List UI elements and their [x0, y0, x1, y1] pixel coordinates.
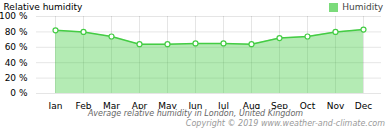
svg-text:Nov: Nov — [327, 101, 345, 109]
svg-text:40 %: 40 % — [5, 58, 28, 68]
svg-text:Aug: Aug — [243, 101, 261, 109]
svg-text:0 %: 0 % — [10, 88, 28, 98]
html-text:Humidity: Humidity — [342, 2, 383, 12]
svg-text:Feb: Feb — [76, 101, 92, 109]
svg-text:Oct: Oct — [300, 101, 316, 109]
svg-text:Mar: Mar — [103, 101, 120, 109]
svg-text:Jun: Jun — [187, 101, 202, 109]
svg-text:Sep: Sep — [271, 101, 288, 109]
svg-text:80 %: 80 % — [5, 27, 28, 37]
svg-text:100 %: 100 % — [0, 11, 28, 21]
svg-text:Jul: Jul — [217, 101, 229, 109]
svg-text:May: May — [158, 101, 177, 109]
svg-text:Apr: Apr — [132, 101, 148, 109]
svg-text:60 %: 60 % — [5, 42, 28, 52]
svg-text:Dec: Dec — [355, 101, 372, 109]
svg-text:Relative humidity: Relative humidity — [4, 2, 84, 12]
svg-text:Jan: Jan — [48, 101, 63, 109]
html-text:Average relative humidity in L: Average relative humidity in London, Uni… — [87, 109, 304, 118]
svg-text:20 %: 20 % — [5, 73, 28, 83]
html-text:Copyright © 2019 www.weather-a: Copyright © 2019 www.weather-and-climate… — [185, 119, 385, 128]
